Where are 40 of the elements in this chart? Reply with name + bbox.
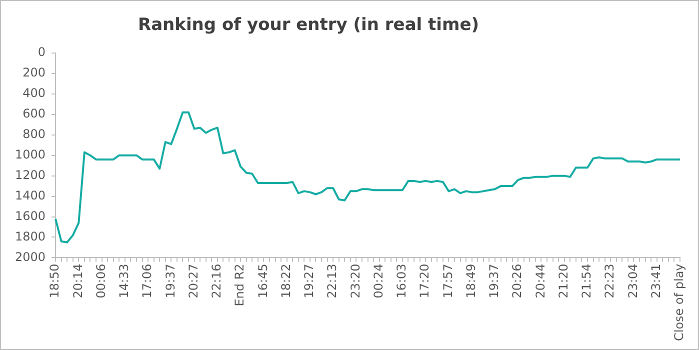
x-tick-label: 17:06: [140, 264, 154, 298]
x-tick-label: Close of play: [672, 264, 686, 342]
y-tick-label: 800: [22, 127, 46, 142]
y-tick-label: 1400: [14, 188, 46, 202]
x-tick-label: 23:20: [348, 264, 362, 298]
x-tick-label: 22:13: [325, 264, 340, 298]
x-tick-label: 20:26: [510, 264, 524, 298]
x-tick-label: 16:03: [394, 264, 409, 298]
x-tick-label: 20:14: [70, 264, 85, 298]
x-tick-label: 00:24: [371, 264, 386, 298]
x-tick-label: 18:50: [48, 264, 62, 298]
x-tick-label: 16:45: [256, 264, 270, 298]
x-tick-label: 00:06: [94, 264, 108, 298]
y-tick-label: 1000: [14, 147, 46, 162]
x-tick-label: 17:57: [440, 264, 455, 298]
y-tick-label: 1800: [14, 229, 46, 244]
x-tick-label: 20:44: [533, 264, 548, 298]
x-tick-label: 23:41: [648, 264, 663, 298]
y-tick-label: 200: [22, 66, 46, 80]
x-tick-label: End R2: [232, 264, 247, 306]
y-tick-label: 1200: [14, 168, 46, 182]
x-tick-label: 21:20: [556, 264, 570, 298]
y-tick-label: 1600: [14, 208, 46, 223]
x-tick-label: 19:37: [163, 264, 178, 298]
x-tick-label: 19:37: [487, 264, 502, 298]
x-tick-label: 18:49: [464, 264, 478, 298]
x-tick-label: 18:22: [278, 264, 293, 298]
y-tick-label: 2000: [14, 250, 46, 264]
y-tick-label: 600: [22, 106, 46, 121]
x-tick-label: 17:20: [418, 264, 432, 298]
x-tick-label: 22:23: [602, 264, 617, 298]
chart-title: Ranking of your entry (in real time): [138, 15, 480, 35]
x-tick-label: 23:04: [626, 264, 640, 298]
x-tick-label: 20:27: [186, 264, 200, 298]
x-tick-label: 19:27: [302, 264, 316, 298]
x-tick-label: 14:33: [117, 264, 132, 298]
y-tick-label: 400: [22, 86, 46, 100]
x-tick-label: 21:54: [580, 264, 594, 298]
y-tick-label: 0: [38, 45, 46, 60]
x-tick-label: 22:16: [210, 264, 224, 298]
